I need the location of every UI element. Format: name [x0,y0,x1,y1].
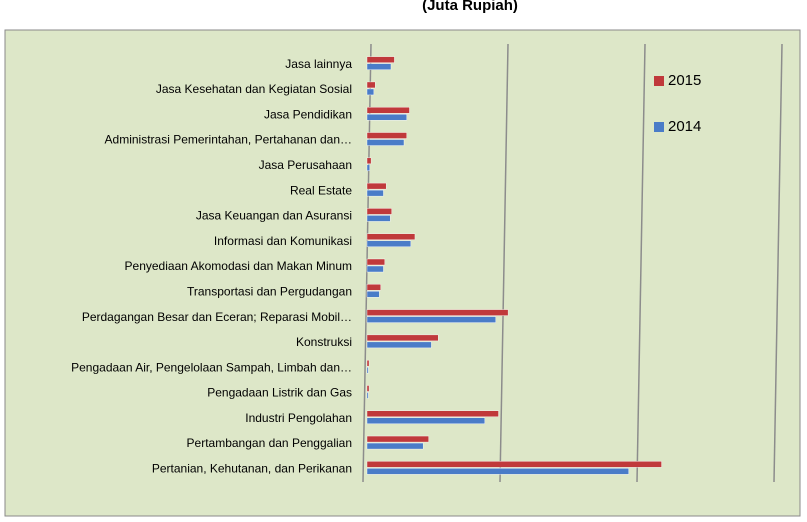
bar [366,435,429,443]
y-tick-label: Informasi dan Komunikasi [214,234,352,248]
y-tick-label: Konstruksi [296,335,352,349]
y-tick-label: Penyediaan Akomodasi dan Makan Minum [125,259,352,273]
bar [366,366,369,374]
y-tick-label: Pengadaan Listrik dan Gas [207,386,352,400]
bar [366,63,392,70]
bar [366,215,391,222]
y-tick-label: Pertanian, Kehutanan, dan Perikanan [152,462,352,476]
bar [366,442,424,450]
y-tick-label: Jasa Perusahaan [259,158,352,172]
bar [366,417,486,424]
y-tick-label: Jasa lainnya [285,57,352,71]
bar [366,468,629,475]
bar [366,81,376,89]
y-tick-label: Pengadaan Air, Pengelolaan Sampah, Limba… [71,360,352,374]
bar [366,461,662,468]
bar [366,265,384,273]
bar [366,334,439,342]
bar [366,114,407,121]
chart-title: (Juta Rupiah) [422,0,518,14]
legend-swatch [654,76,664,86]
bar [366,132,407,139]
grid-line [636,43,646,483]
y-tick-label: Administrasi Pemerintahan, Pertahanan da… [105,133,352,147]
bar [366,139,405,146]
bar [366,309,509,316]
grid-line [773,43,783,483]
legend-label: 2015 [668,72,701,89]
bar [366,164,370,172]
y-tick-label: Jasa Kesehatan dan Kegiatan Sosial [156,82,352,96]
bar [366,392,369,399]
bar [366,56,395,63]
legend-swatch [654,122,664,132]
bar [366,233,416,240]
y-tick-label: Industri Pengolahan [245,411,352,425]
bar [366,208,392,215]
y-tick-label: Real Estate [290,183,352,197]
bar [366,157,372,165]
y-tick-label: Perdagangan Besar dan Eceran; Reparasi M… [82,310,352,324]
bar [366,359,370,367]
legend-label: 2014 [668,118,701,135]
bar [366,291,380,298]
y-tick-label: Jasa Pendidikan [264,107,352,121]
bar [366,410,499,417]
y-tick-label: Pertambangan dan Penggalian [187,436,352,450]
bar [366,240,412,247]
y-tick-label: Jasa Keuangan dan Asuransi [196,209,352,223]
bar [366,189,384,197]
grid-line [499,43,509,483]
bar [366,341,432,349]
bar [366,316,496,323]
bar [366,284,381,291]
bar [366,258,386,266]
bar [366,107,410,114]
y-tick-label: Transportasi dan Pergudangan [187,284,352,298]
bar [366,88,375,96]
bar [366,182,387,190]
bar [366,385,370,392]
